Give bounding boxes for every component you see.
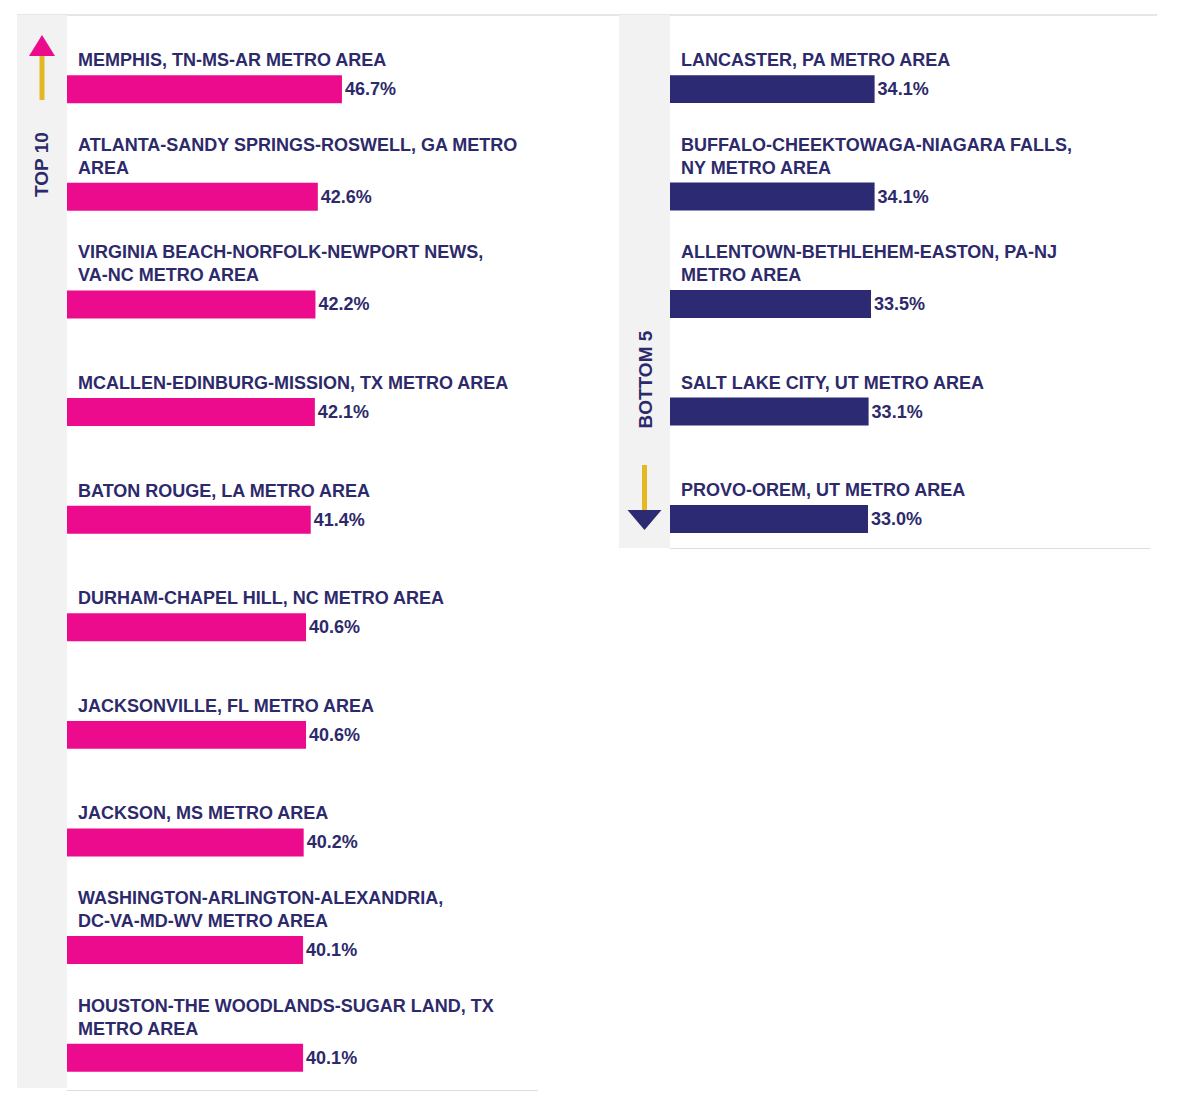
svg-text:BOTTOM 5: BOTTOM 5 — [635, 330, 656, 428]
svg-text:40.1%: 40.1% — [306, 1048, 357, 1068]
svg-text:SALT LAKE CITY, UT METRO AREA: SALT LAKE CITY, UT METRO AREA — [681, 373, 984, 393]
svg-text:JACKSONVILLE, FL METRO AREA: JACKSONVILLE, FL METRO AREA — [78, 696, 374, 716]
svg-text:34.1%: 34.1% — [878, 79, 929, 99]
svg-text:ATLANTA-SANDY SPRINGS-ROSWELL,: ATLANTA-SANDY SPRINGS-ROSWELL, GA METROA… — [78, 135, 517, 178]
svg-text:BUFFALO-CHEEKTOWAGA-NIAGARA FA: BUFFALO-CHEEKTOWAGA-NIAGARA FALLS,NY MET… — [681, 135, 1072, 178]
svg-text:46.7%: 46.7% — [345, 79, 396, 99]
svg-text:33.1%: 33.1% — [872, 402, 923, 422]
svg-text:42.1%: 42.1% — [318, 402, 369, 422]
svg-text:40.2%: 40.2% — [307, 832, 358, 852]
svg-text:PROVO-OREM, UT METRO AREA: PROVO-OREM, UT METRO AREA — [681, 480, 965, 500]
svg-text:MCALLEN-EDINBURG-MISSION, TX M: MCALLEN-EDINBURG-MISSION, TX METRO AREA — [78, 373, 508, 393]
svg-text:VIRGINIA BEACH-NORFOLK-NEWPORT: VIRGINIA BEACH-NORFOLK-NEWPORT NEWS,VA-N… — [78, 242, 483, 285]
svg-text:WASHINGTON-ARLINGTON-ALEXANDRI: WASHINGTON-ARLINGTON-ALEXANDRIA,DC-VA-MD… — [78, 888, 443, 931]
svg-text:33.5%: 33.5% — [874, 294, 925, 314]
svg-text:40.6%: 40.6% — [309, 617, 360, 637]
svg-text:42.2%: 42.2% — [318, 294, 369, 314]
svg-text:41.4%: 41.4% — [314, 510, 365, 530]
svg-text:34.1%: 34.1% — [878, 187, 929, 207]
svg-text:40.1%: 40.1% — [306, 940, 357, 960]
svg-text:HOUSTON-THE WOODLANDS-SUGAR LA: HOUSTON-THE WOODLANDS-SUGAR LAND, TXMETR… — [78, 996, 494, 1039]
svg-text:LANCASTER, PA METRO AREA: LANCASTER, PA METRO AREA — [681, 50, 950, 70]
svg-text:40.6%: 40.6% — [309, 725, 360, 745]
svg-text:TOP 10: TOP 10 — [31, 132, 52, 197]
svg-text:BATON ROUGE, LA METRO AREA: BATON ROUGE, LA METRO AREA — [78, 481, 370, 501]
svg-text:DURHAM-CHAPEL HILL, NC METRO A: DURHAM-CHAPEL HILL, NC METRO AREA — [78, 588, 444, 608]
svg-text:33.0%: 33.0% — [871, 509, 922, 529]
svg-text:JACKSON, MS METRO AREA: JACKSON, MS METRO AREA — [78, 803, 328, 823]
svg-text:ALLENTOWN-BETHLEHEM-EASTON, PA: ALLENTOWN-BETHLEHEM-EASTON, PA-NJMETRO A… — [681, 242, 1057, 285]
svg-text:42.6%: 42.6% — [321, 187, 372, 207]
svg-text:MEMPHIS, TN-MS-AR METRO AREA: MEMPHIS, TN-MS-AR METRO AREA — [78, 50, 386, 70]
